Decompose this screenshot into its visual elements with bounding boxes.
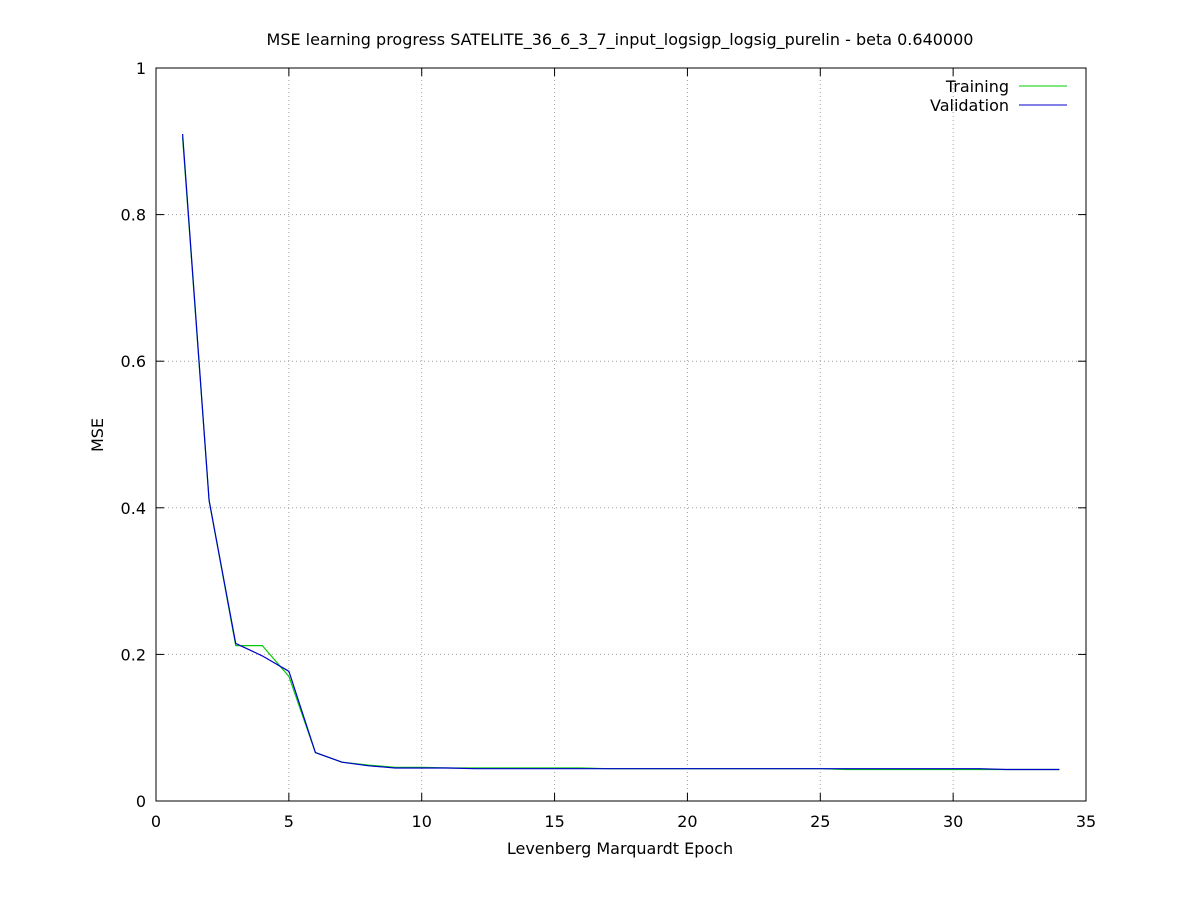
- x-tick-label: 30: [943, 812, 963, 831]
- chart-title: MSE learning progress SATELITE_36_6_3_7_…: [267, 30, 974, 50]
- axis-ticks: 0 5 10 15 20 25 30 35 0 0.2 0.4 0.6 0.8 1: [121, 59, 1097, 831]
- x-tick-label: 0: [151, 812, 161, 831]
- legend-label-validation: Validation: [930, 96, 1009, 115]
- x-tick-label: 25: [810, 812, 830, 831]
- y-axis-label: MSE: [88, 418, 107, 452]
- series-line-validation: [182, 133, 1060, 771]
- y-tick-label: 0.6: [121, 352, 146, 371]
- y-tick-label: 0: [136, 792, 146, 811]
- series-line-training: [182, 137, 1060, 771]
- x-tick-label: 10: [412, 812, 432, 831]
- x-axis-label: Levenberg Marquardt Epoch: [507, 839, 733, 858]
- x-tick-label: 20: [677, 812, 697, 831]
- x-tick-label: 35: [1076, 812, 1096, 831]
- y-tick-label: 0.4: [121, 499, 146, 518]
- plot-frame: [155, 67, 1087, 802]
- x-tick-label: 15: [544, 812, 564, 831]
- grid: [156, 68, 1086, 801]
- y-tick-label: 1: [136, 59, 146, 78]
- x-tick-label: 5: [284, 812, 294, 831]
- series-lines: [182, 133, 1060, 771]
- y-tick-label: 0.2: [121, 645, 146, 664]
- y-tick-label: 0.8: [121, 206, 146, 225]
- legend-label-training: Training: [945, 77, 1009, 96]
